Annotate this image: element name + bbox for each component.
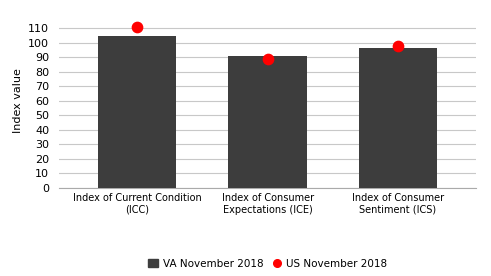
Point — [133, 25, 141, 29]
Point — [264, 57, 272, 61]
Point — [394, 44, 402, 48]
Legend: VA November 2018, US November 2018: VA November 2018, US November 2018 — [144, 254, 391, 273]
Bar — [98, 36, 176, 188]
Bar — [359, 48, 437, 188]
Y-axis label: Index value: Index value — [13, 68, 23, 133]
Bar — [228, 56, 307, 188]
